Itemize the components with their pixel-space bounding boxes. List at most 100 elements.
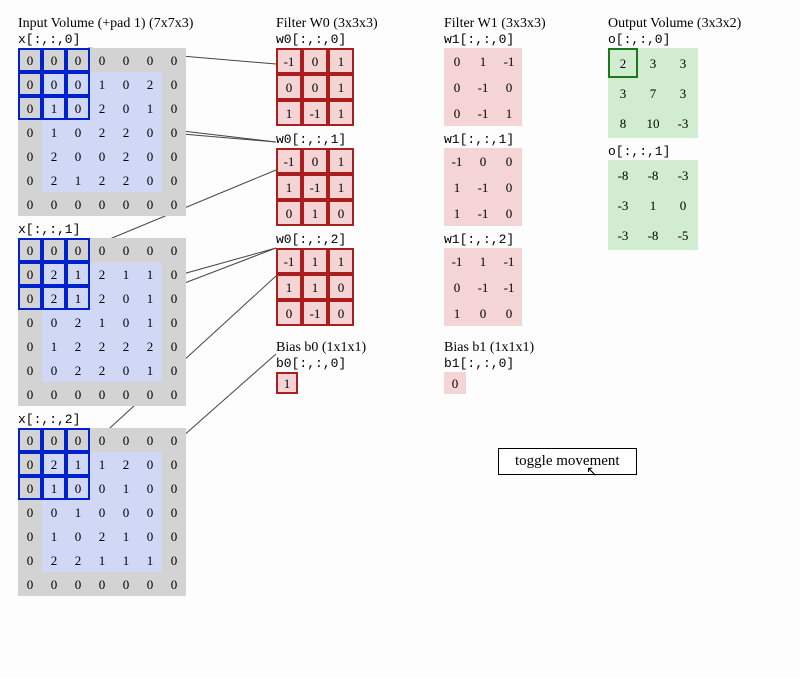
cell: 1 bbox=[114, 548, 138, 572]
cell: 0 bbox=[162, 238, 186, 262]
cell: 0 bbox=[90, 500, 114, 524]
cell: 0 bbox=[302, 148, 328, 174]
bias0-title: Bias b0 (1x1x1) bbox=[276, 340, 366, 356]
input-slice-1: 0000000021211002120100021010012222000220… bbox=[18, 238, 186, 406]
cell: 1 bbox=[90, 310, 114, 334]
cell: 0 bbox=[138, 452, 162, 476]
cell: 0 bbox=[470, 148, 496, 174]
cell: 1 bbox=[138, 96, 162, 120]
filter-w0-title: Filter W0 (3x3x3) bbox=[276, 16, 378, 32]
cell: 0 bbox=[138, 120, 162, 144]
w0-slice-0: -1010011-11 bbox=[276, 48, 354, 126]
cell: -1 bbox=[470, 174, 496, 200]
bias1-label: b1[:,:,0] bbox=[444, 356, 514, 371]
cell: 0 bbox=[66, 48, 90, 72]
cell: 0 bbox=[162, 358, 186, 382]
cell: 2 bbox=[66, 548, 90, 572]
w1-slice-2: -11-10-1-1100 bbox=[444, 248, 522, 326]
cell: 0 bbox=[114, 310, 138, 334]
cell: 0 bbox=[90, 572, 114, 596]
cell: 0 bbox=[18, 72, 42, 96]
output-slice-label: o[:,:,1] bbox=[608, 144, 670, 159]
cell: 2 bbox=[138, 72, 162, 96]
w1-slice-0: 01-10-100-11 bbox=[444, 48, 522, 126]
cell: 0 bbox=[42, 238, 66, 262]
cell: 0 bbox=[42, 572, 66, 596]
cell: 1 bbox=[444, 300, 470, 326]
cell: 0 bbox=[162, 476, 186, 500]
cell: -1 bbox=[276, 248, 302, 274]
cell: 0 bbox=[114, 572, 138, 596]
cell: 0 bbox=[18, 452, 42, 476]
cell: 0 bbox=[114, 238, 138, 262]
cell: 0 bbox=[470, 300, 496, 326]
cell: -3 bbox=[608, 220, 638, 250]
cell: 0 bbox=[66, 96, 90, 120]
cell: 0 bbox=[66, 72, 90, 96]
cell: -1 bbox=[276, 48, 302, 74]
cell: 1 bbox=[42, 524, 66, 548]
cell: 10 bbox=[638, 108, 668, 138]
cell: 0 bbox=[138, 524, 162, 548]
cell: 1 bbox=[42, 96, 66, 120]
cell: 1 bbox=[328, 74, 354, 100]
cell: 0 bbox=[114, 192, 138, 216]
cell: 3 bbox=[608, 78, 638, 108]
cell: 0 bbox=[138, 428, 162, 452]
cell: 0 bbox=[42, 358, 66, 382]
bias0-label: b0[:,:,0] bbox=[276, 356, 346, 371]
toggle-movement-button[interactable]: toggle movement bbox=[498, 448, 637, 475]
cell: 0 bbox=[66, 524, 90, 548]
cell: 1 bbox=[66, 286, 90, 310]
cell: 1 bbox=[328, 174, 354, 200]
cell: 1 bbox=[114, 524, 138, 548]
cell: 1 bbox=[302, 274, 328, 300]
cell: 0 bbox=[114, 48, 138, 72]
cell: 0 bbox=[18, 120, 42, 144]
cell: 1 bbox=[66, 452, 90, 476]
w1-slice-label: w1[:,:,2] bbox=[444, 232, 514, 247]
cell: 0 bbox=[18, 524, 42, 548]
cell: 0 bbox=[162, 382, 186, 406]
cell: 0 bbox=[162, 452, 186, 476]
cell: 2 bbox=[42, 286, 66, 310]
cell: 0 bbox=[114, 286, 138, 310]
cell: 0 bbox=[496, 148, 522, 174]
cell: 0 bbox=[18, 382, 42, 406]
cell: 1 bbox=[328, 100, 354, 126]
cell: 2 bbox=[66, 334, 90, 358]
cell: 2 bbox=[42, 452, 66, 476]
cell: 1 bbox=[276, 274, 302, 300]
cell: 0 bbox=[18, 476, 42, 500]
cell: 0 bbox=[42, 500, 66, 524]
cell: 2 bbox=[42, 548, 66, 572]
cell: 0 bbox=[162, 548, 186, 572]
cell: 0 bbox=[66, 144, 90, 168]
cell: 2 bbox=[90, 96, 114, 120]
cell: 0 bbox=[444, 100, 470, 126]
cell: 0 bbox=[444, 274, 470, 300]
cell: 1 bbox=[444, 200, 470, 226]
cell: 0 bbox=[18, 548, 42, 572]
cell: -1 bbox=[276, 148, 302, 174]
cell: 1 bbox=[90, 452, 114, 476]
cell: 0 bbox=[162, 120, 186, 144]
cell: 1 bbox=[66, 262, 90, 286]
output-title: Output Volume (3x3x2) bbox=[608, 16, 741, 32]
cell: 0 bbox=[42, 428, 66, 452]
cell: 0 bbox=[138, 500, 162, 524]
cell: 0 bbox=[138, 192, 162, 216]
cell: 0 bbox=[162, 500, 186, 524]
cell: 1 bbox=[114, 476, 138, 500]
cell: 0 bbox=[138, 238, 162, 262]
cell: 1 bbox=[276, 174, 302, 200]
cell: 1 bbox=[302, 248, 328, 274]
cell: 2 bbox=[66, 310, 90, 334]
cell: 0 bbox=[18, 168, 42, 192]
cell: 0 bbox=[138, 48, 162, 72]
cell: 0 bbox=[18, 262, 42, 286]
w0-slice-label: w0[:,:,0] bbox=[276, 32, 346, 47]
cell: 1 bbox=[276, 372, 298, 394]
cell: -3 bbox=[608, 190, 638, 220]
cell: 1 bbox=[66, 168, 90, 192]
